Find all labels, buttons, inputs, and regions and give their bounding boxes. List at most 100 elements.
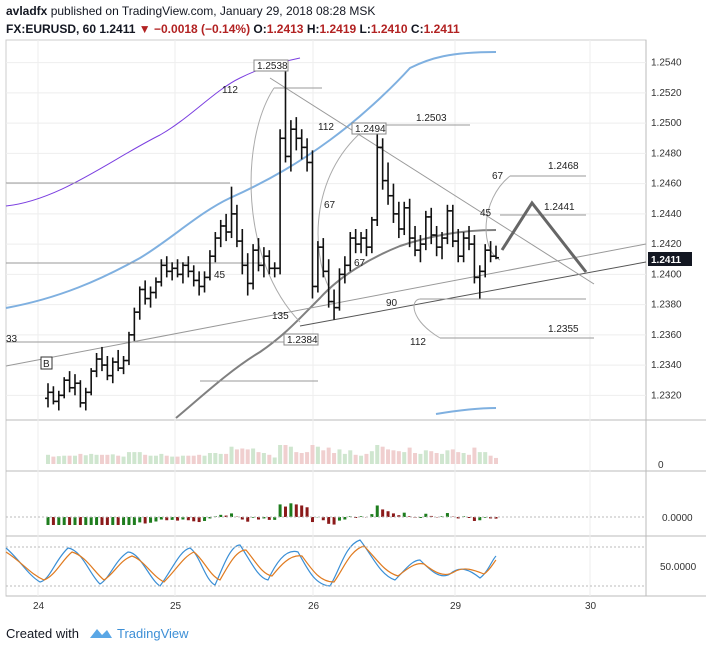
macd-bar xyxy=(68,517,72,525)
high-value: 1.2419 xyxy=(319,22,357,36)
time-axis: 24 25 26 29 30 xyxy=(33,601,597,612)
author[interactable]: avladfx xyxy=(6,4,48,18)
trendline-upper[interactable] xyxy=(5,243,647,367)
high-box xyxy=(253,59,289,72)
fib-label: 90 xyxy=(386,298,398,309)
macd-bar xyxy=(89,517,93,525)
price-tick-label: 1.2500 xyxy=(651,118,682,129)
macd-bar xyxy=(472,517,476,521)
projection-path[interactable] xyxy=(500,200,588,273)
partial-fib-label: 33 xyxy=(6,334,18,345)
volume-bar xyxy=(488,455,493,464)
macd-bar xyxy=(418,517,422,518)
time-tick-label: 29 xyxy=(450,601,462,612)
price-tick-label: 1.2440 xyxy=(651,209,682,220)
macd-bar xyxy=(62,517,66,525)
macd-bar xyxy=(132,517,136,525)
volume-bar xyxy=(423,450,428,464)
macd-bar xyxy=(116,517,120,525)
low-value: 1.2410 xyxy=(370,22,408,36)
macd-bar xyxy=(197,517,201,523)
marker-b: B xyxy=(43,359,50,370)
macd-bar xyxy=(159,517,163,520)
price-axis: 1.2540 1.2520 1.2500 1.2480 1.2460 1.2440 1.24… xyxy=(651,58,682,402)
volume-bar xyxy=(305,452,310,464)
volume-bar xyxy=(326,447,331,464)
macd-bar xyxy=(283,506,287,517)
macd-bar xyxy=(445,513,449,517)
tradingview-logo-icon[interactable] xyxy=(88,624,114,642)
volume-bar xyxy=(256,452,261,464)
fib-arc-1[interactable] xyxy=(250,87,301,323)
macd-bar xyxy=(467,517,471,518)
macd-bar xyxy=(111,517,115,525)
volume-bar xyxy=(375,445,380,464)
volume-bar xyxy=(159,453,164,464)
macd-bar xyxy=(186,517,190,521)
chart-canvas[interactable]: 1.2540 1.2520 1.2500 1.2480 1.2460 1.2440 1.24… xyxy=(0,0,710,620)
volume-bar xyxy=(472,447,477,464)
macd-bar xyxy=(294,504,298,517)
macd-bar xyxy=(138,517,142,523)
trendline-lower[interactable] xyxy=(299,261,647,327)
volume-bar xyxy=(386,449,391,464)
close-label: C: xyxy=(410,22,424,36)
marker-box[interactable] xyxy=(40,356,53,370)
macd-histogram xyxy=(6,503,646,525)
fib-arc-4[interactable] xyxy=(413,298,441,339)
target-1-2441: 1.2441 xyxy=(544,202,575,213)
volume-bar xyxy=(105,454,110,464)
fib-label: 67 xyxy=(324,200,336,211)
price-tick-label: 1.2320 xyxy=(651,390,682,401)
macd-bar xyxy=(310,517,314,523)
time-tick-label: 25 xyxy=(170,601,182,612)
volume-bar xyxy=(413,453,418,464)
volume-bar xyxy=(126,452,131,464)
macd-bar xyxy=(289,503,293,517)
volume-bar xyxy=(288,446,293,464)
ohlc-line: FX:EURUSD, 60 1.2411 ▼ −0.0018 (−0.14%) … xyxy=(6,22,460,36)
fib-label: 112 xyxy=(222,85,238,96)
drawing-tools[interactable] xyxy=(5,77,647,382)
created-with-label: Created with xyxy=(6,626,79,641)
stoch-d-line xyxy=(5,545,497,583)
ma-blue-line xyxy=(5,51,497,309)
macd-bar xyxy=(176,517,180,521)
candles xyxy=(45,65,499,411)
current-price-badge xyxy=(648,252,692,266)
macd-bar xyxy=(192,517,196,522)
volume-bar xyxy=(396,451,401,464)
footer: Created with TradingView xyxy=(0,620,710,650)
macd-bar xyxy=(73,517,77,525)
macd-bar xyxy=(408,516,412,517)
volume-bar xyxy=(240,448,245,464)
macd-bar xyxy=(257,517,261,520)
volume-bar xyxy=(110,454,115,464)
time-tick-label: 30 xyxy=(585,601,597,612)
macd-bar xyxy=(51,517,55,525)
volume-bar xyxy=(467,454,472,464)
macd-bar xyxy=(327,517,331,524)
macd-bar xyxy=(143,517,147,524)
volume-bar xyxy=(251,448,256,464)
trendline-down[interactable] xyxy=(269,77,595,285)
volume-bar xyxy=(186,455,191,464)
time-tick-label: 26 xyxy=(308,601,320,612)
open-value: 1.2413 xyxy=(266,22,304,36)
target-1-2503: 1.2503 xyxy=(416,113,447,124)
price-tick-label: 1.2340 xyxy=(651,360,682,371)
volume-bar xyxy=(348,450,353,464)
macd-bar xyxy=(397,515,401,517)
volume-bar xyxy=(332,453,337,464)
candle xyxy=(493,245,499,260)
volume-bar xyxy=(278,445,283,464)
volume-bar xyxy=(116,455,121,464)
volume-bar xyxy=(62,455,67,464)
high-label-1-2494: 1.2494 xyxy=(355,124,386,135)
tradingview-link[interactable]: TradingView xyxy=(117,626,189,641)
fib-label: 112 xyxy=(410,337,426,348)
grid xyxy=(6,40,646,596)
macd-bar xyxy=(370,514,374,517)
volume-bar xyxy=(315,446,320,464)
macd-bar xyxy=(300,505,304,517)
